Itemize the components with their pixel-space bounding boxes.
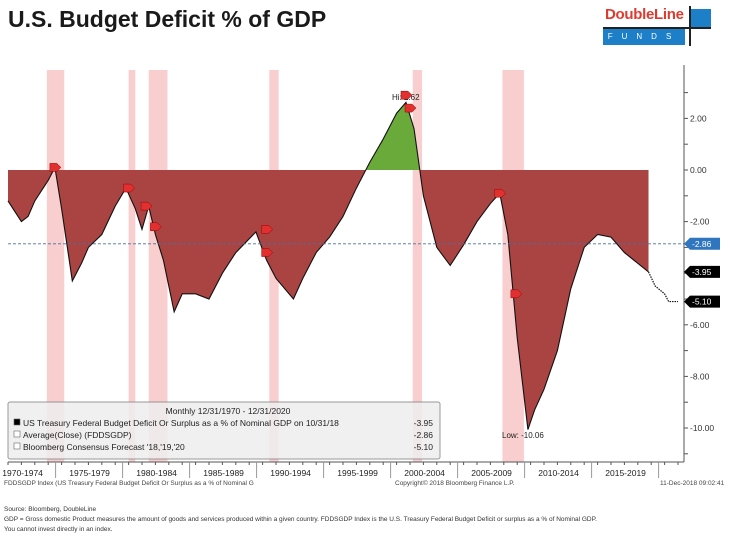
- event-marker: [261, 248, 273, 257]
- legend-value: -3.95: [414, 418, 434, 428]
- logo-text: DoubleLine: [605, 6, 684, 23]
- event-marker: [494, 188, 507, 198]
- source-notes: Source: Bloomberg, DoubleLine GDP = Gros…: [4, 505, 597, 535]
- x-tick-label: 1995-1999: [337, 468, 378, 478]
- logo-subtext: FUNDS: [603, 29, 685, 45]
- x-tick-label: 2005-2009: [471, 468, 512, 478]
- disclaimer: You cannot invest directly in an index.: [4, 526, 113, 533]
- deficit-line: [7, 101, 649, 430]
- legend-swatch: [13, 430, 21, 438]
- event-marker: [49, 163, 62, 172]
- forecast-value-badge: [684, 295, 720, 308]
- recession-band: [128, 70, 136, 462]
- y-tick-label: 2.00: [690, 113, 707, 123]
- event-marker: [510, 289, 523, 299]
- source-line: Source: Bloomberg, DoubleLine: [4, 506, 97, 513]
- average-label: -2.86: [692, 239, 712, 249]
- forecast-value-label: -5.10: [692, 297, 712, 307]
- x-tick-label: 1990-1994: [270, 468, 311, 478]
- page-title: U.S. Budget Deficit % of GDP: [8, 6, 327, 32]
- low-annotation: Low: -10.06: [502, 431, 544, 440]
- event-marker: [400, 90, 413, 100]
- deficit-area: [8, 170, 649, 430]
- x-tick-label: 1970-1974: [2, 468, 43, 478]
- deficit-chart: 2.00 0.00 -2.00 -6.00 -8.00 -10.00 -2.86 -3.95 -…: [2, 65, 720, 478]
- x-tick-label: 1980-1984: [136, 468, 177, 478]
- y-tick-label: -10.00: [690, 423, 714, 433]
- legend-swatch: [13, 418, 21, 426]
- doubleline-logo: DoubleLine FUNDS: [603, 6, 715, 46]
- footer-timestamp: 11-Dec-2018 09:02:41: [660, 480, 725, 487]
- x-tick-label: 2015-2019: [605, 468, 646, 478]
- event-marker: [404, 103, 417, 113]
- x-tick-label: 1975-1979: [69, 468, 110, 478]
- x-tick-label: 2000-2004: [404, 468, 445, 478]
- x-tick-label: 2010-2014: [538, 468, 579, 478]
- last-value-badge: [684, 265, 720, 278]
- legend-box: [7, 401, 441, 460]
- y-tick-label: -8.00: [690, 371, 710, 381]
- footer-index: FDDSGDP Index (US Treasury Federal Budge…: [4, 480, 254, 487]
- legend-header: Monthly 12/31/1970 - 12/31/2020: [166, 406, 291, 416]
- legend-label: Average(Close) (FDDSGDP): [23, 430, 132, 440]
- footer-copyright: Copyright© 2018 Bloomberg Finance L.P.: [395, 480, 515, 487]
- average-badge: [684, 237, 720, 250]
- y-tick-label: -2.00: [690, 217, 710, 227]
- event-marker: [261, 225, 273, 234]
- legend-value: -5.10: [414, 442, 434, 452]
- legend-label: US Treasury Federal Budget Deficit Or Su…: [23, 418, 339, 428]
- legend-value: -2.86: [414, 430, 434, 440]
- y-tick-label: -6.00: [690, 320, 710, 330]
- recession-band: [412, 70, 423, 462]
- gdp-note: GDP = Gross domestic Product measures th…: [4, 516, 597, 523]
- event-marker: [140, 201, 153, 211]
- x-tick-label: 1985-1989: [203, 468, 244, 478]
- legend-swatch: [13, 442, 21, 450]
- legend-label: Bloomberg Consensus Forecast '18,'19,'20: [23, 442, 185, 452]
- forecast-line: [647, 271, 678, 303]
- last-value-label: -3.95: [692, 267, 712, 277]
- event-marker: [123, 183, 135, 193]
- recession-band: [148, 70, 168, 462]
- event-marker: [150, 222, 162, 232]
- y-tick-label: 0.00: [690, 165, 707, 175]
